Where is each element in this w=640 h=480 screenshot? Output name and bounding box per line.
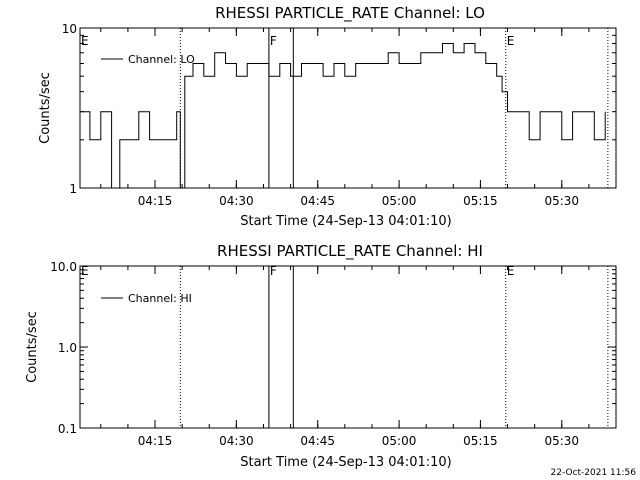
vertical-marker-label: F	[270, 34, 277, 48]
panel-lo-y-axis-label: Counts/sec	[38, 72, 53, 144]
y-tick-label: 10	[62, 22, 77, 36]
panel-hi-y-axis-label: Counts/sec	[25, 311, 40, 383]
date-stamp: 22-Oct-2021 11:56	[551, 468, 637, 478]
series-line-0	[80, 43, 606, 189]
panel-lo-title: RHESSI PARTICLE_RATE Channel: LO	[215, 4, 485, 23]
panel-hi: RHESSI PARTICLE_RATE Channel: HI Counts/…	[25, 242, 617, 470]
panel-lo-legend-label: Channel: LO	[128, 53, 195, 66]
panel-hi-marks: 04:15 04:30 04:45 05:00 05:15 05:30 0.1 1.0 10.0…	[50, 260, 617, 448]
y-tick-label: 0.1	[58, 422, 77, 436]
y-tick-label: 10.0	[50, 260, 77, 274]
vertical-marker-label: E	[81, 34, 89, 48]
x-tick-label: 04:45	[300, 434, 335, 448]
panel-lo-marks: 04:15 04:30 04:45 05:00 05:15 05:30 1 10 E F E	[62, 22, 617, 208]
x-tick-label: 04:15	[138, 434, 173, 448]
panel-lo: RHESSI PARTICLE_RATE Channel: LO Counts/…	[38, 4, 617, 229]
x-tick-label: 05:15	[463, 434, 498, 448]
x-tick-label: 05:15	[463, 194, 498, 208]
vertical-marker-label: E	[507, 34, 515, 48]
x-tick-label: 04:15	[138, 194, 173, 208]
x-tick-label: 05:30	[544, 194, 579, 208]
panel-hi-x-axis-label: Start Time (24-Sep-13 04:01:10)	[240, 455, 451, 470]
x-tick-label: 05:00	[382, 194, 417, 208]
panel-hi-legend-label: Channel: HI	[128, 292, 192, 305]
y-tick-label: 1	[69, 182, 77, 196]
vertical-marker-label: F	[270, 264, 277, 278]
panel-lo-plot-frame	[79, 27, 617, 189]
x-tick-label: 04:30	[219, 194, 254, 208]
panel-hi-title: RHESSI PARTICLE_RATE Channel: HI	[217, 242, 483, 261]
x-tick-label: 04:45	[300, 194, 335, 208]
vertical-marker-label: E	[81, 264, 89, 278]
x-tick-label: 04:30	[219, 434, 254, 448]
x-tick-label: 05:00	[382, 434, 417, 448]
panel-lo-x-axis-label: Start Time (24-Sep-13 04:01:10)	[240, 214, 451, 229]
y-tick-label: 1.0	[58, 341, 77, 355]
x-tick-label: 05:30	[544, 434, 579, 448]
panel-hi-plot-frame	[79, 265, 617, 429]
vertical-marker-label: E	[507, 264, 515, 278]
